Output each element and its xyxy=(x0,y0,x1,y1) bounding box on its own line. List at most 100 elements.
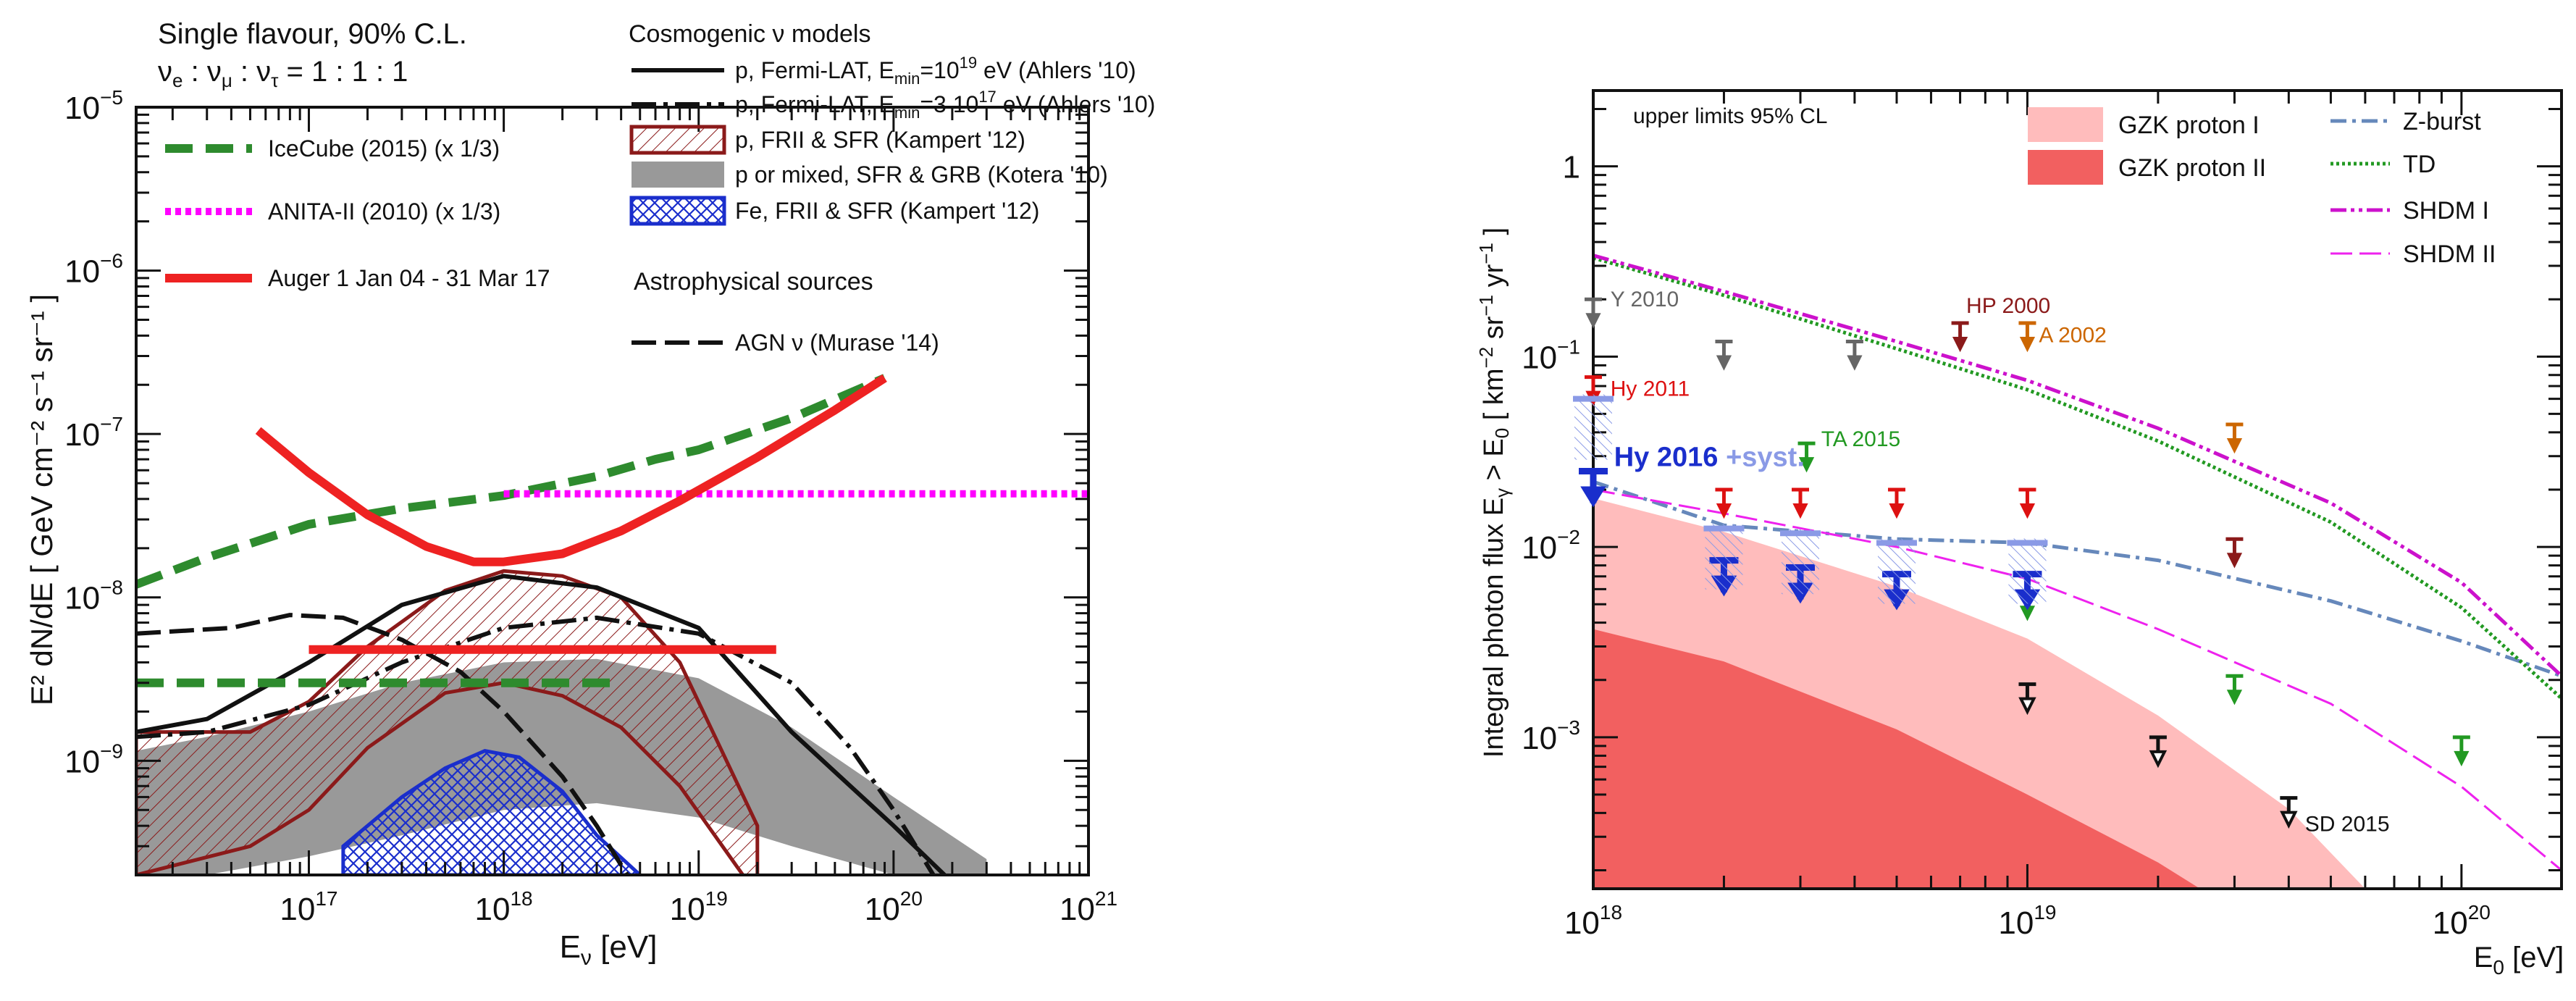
limit-hy-2016-syst--band xyxy=(1877,538,1916,604)
ahlers-3e17-curve xyxy=(136,615,936,875)
left-header-line2: νe : νμ : ντ = 1 : 1 : 1 xyxy=(158,56,408,91)
legend-swatch-gzk-1 xyxy=(2028,107,2103,142)
left-y-tick-exp: −7 xyxy=(100,413,123,435)
shdm-2-curve xyxy=(1593,488,2562,871)
limit-hy-2011-arrow xyxy=(1792,503,1808,519)
limit-a-2002-arrow xyxy=(2226,438,2243,454)
label-ta-2015: TA 2015 xyxy=(1821,427,1901,451)
left-y-tick-exp: −9 xyxy=(100,740,123,762)
legend-label-shdm-2: SHDM II xyxy=(2403,240,2496,268)
legend-label-gzk-2: GZK proton II xyxy=(2118,154,2266,182)
right-y-tick-base: 10 xyxy=(1522,530,1557,566)
legend-label-ahlers-3e17: p, Fermi-LAT, Emin=3 1017 eV (Ahlers '10… xyxy=(735,88,1155,122)
right-x-tick-base: 10 xyxy=(1564,905,1600,941)
limit-hy-2011-arrow xyxy=(1716,503,1732,519)
legend-label-auger: Auger 1 Jan 04 - 31 Mar 17 xyxy=(268,265,550,291)
label-a-2002: A 2002 xyxy=(2039,323,2106,347)
right-y-tick-exp: −1 xyxy=(1557,335,1580,358)
left-x-tick-label: 1019 xyxy=(670,887,728,927)
right-y-tick-label: 10−3 xyxy=(1522,716,1580,756)
limit-y-2010-arrow xyxy=(1716,355,1732,371)
left-chart: 1017 1018 1019 1020 102110−910−810−710−610−5… xyxy=(25,18,1155,970)
limit-sd-2015-arrow xyxy=(2018,697,2036,716)
td-curve xyxy=(1593,256,2562,700)
legend-label-ahlers-1e19: p, Fermi-LAT, Emin=1019 eV (Ahlers '10) xyxy=(735,54,1136,88)
right-experiment-labels: Y 2010 Hy 2011 HP 2000 A 2002 TA 2015 Hy 2016… xyxy=(1611,288,2390,836)
limit-hp-2000-arrow xyxy=(1952,337,1968,353)
label-hy-2011: Hy 2011 xyxy=(1611,377,1690,401)
right-x-tick-label: 1020 xyxy=(2433,901,2491,941)
legend-swatch-kampert-p xyxy=(629,125,726,155)
left-x-tick-label: 1017 xyxy=(280,887,337,927)
label-hy-2016: Hy 2016 xyxy=(1614,443,1719,473)
limit-hy-2011-arrow xyxy=(1889,503,1905,519)
left-y-tick-label: 10−5 xyxy=(64,86,123,126)
legend-swatch-kotera xyxy=(632,162,724,188)
legend-label-gzk-1: GZK proton I xyxy=(2118,112,2260,139)
legend-label-zburst: Z-burst xyxy=(2403,108,2481,135)
right-y-tick-exp: −2 xyxy=(1557,526,1580,548)
left-y-tick-base: 10 xyxy=(64,254,100,290)
left-x-tick-base: 10 xyxy=(865,892,900,927)
left-y-tick-label: 10−9 xyxy=(64,740,123,779)
left-y-tick-exp: −8 xyxy=(100,577,123,599)
limit-hy-2016-arrow xyxy=(1580,486,1606,508)
left-y-tick-exp: −6 xyxy=(100,250,123,272)
legend-label-anita: ANITA-II (2010) (x 1/3) xyxy=(268,198,500,225)
right-y-tick-label: 10−1 xyxy=(1522,335,1580,375)
left-y-axis-label: E² dN/dE [ GeV cm⁻² s⁻¹ sr⁻¹ ] xyxy=(25,294,59,705)
right-note: upper limits 95% CL xyxy=(1633,104,1827,128)
left-y-tick-base: 10 xyxy=(64,581,100,616)
legend-label-td: TD xyxy=(2403,151,2436,178)
right-x-tick-label: 1018 xyxy=(1564,901,1622,941)
left-x-axis-label: Eν [eV] xyxy=(560,929,658,970)
limit-ta-2015-arrow xyxy=(2226,690,2243,705)
kampert-fe-band xyxy=(341,749,642,875)
right-x-tick-base: 10 xyxy=(2433,905,2468,941)
label-hp-2000: HP 2000 xyxy=(1966,294,2050,318)
right-x-tick-base: 10 xyxy=(1998,905,2034,941)
legend-title-cosmogenic: Cosmogenic ν models xyxy=(629,20,870,48)
left-x-tick-exp: 21 xyxy=(1095,887,1117,910)
legend-swatch-gzk-2 xyxy=(2028,150,2103,185)
left-x-tick-label: 1021 xyxy=(1060,887,1117,927)
left-x-tick-exp: 19 xyxy=(705,887,728,910)
legend-label-shdm-1: SHDM I xyxy=(2403,197,2489,225)
zburst-curve xyxy=(1593,479,2562,678)
right-x-tick-exp: 20 xyxy=(2468,901,2491,923)
limit-ta-2015-arrow xyxy=(1798,457,1815,473)
right-x-tick-exp: 18 xyxy=(1600,901,1622,923)
left-x-tick-label: 1018 xyxy=(475,887,533,927)
left-header-line1: Single flavour, 90% C.L. xyxy=(158,18,467,50)
legend-label-kotera: p or mixed, SFR & GRB (Kotera '10) xyxy=(735,162,1108,188)
gzk-proton-2-band xyxy=(1593,629,2200,889)
left-x-tick-exp: 18 xyxy=(510,887,532,910)
right-y-axis-label: Integral photon flux Eγ > E0 [ km−2 sr−1… xyxy=(1475,227,1513,758)
left-x-tick-base: 10 xyxy=(1060,892,1095,927)
left-x-tick-exp: 17 xyxy=(315,887,337,910)
limit-hy-2011-arrow xyxy=(2019,503,2036,519)
left-y-tick-label: 10−7 xyxy=(64,413,123,453)
left-y-tick-label: 10−6 xyxy=(64,250,123,290)
right-y-tick-label: 10−2 xyxy=(1522,526,1580,566)
limit-hy-2016-syst--band xyxy=(1782,529,1820,595)
legend-label-murase: AGN ν (Murase '14) xyxy=(735,330,939,356)
left-plot-frame xyxy=(135,106,1090,876)
legend-title-astrophysical: Astrophysical sources xyxy=(634,268,873,296)
limit-a-2002-arrow xyxy=(2019,337,2036,353)
shdm-1-curve xyxy=(1593,254,2562,678)
right-plot-area xyxy=(1593,254,2562,889)
right-y-tick-base: 10 xyxy=(1522,340,1557,375)
label-sd-2015: SD 2015 xyxy=(2305,813,2390,837)
limit-hp-2000-arrow xyxy=(2226,553,2243,569)
icecube-differential-curve xyxy=(136,374,886,589)
right-x-tick-label: 1019 xyxy=(1998,901,2056,941)
left-y-tick-exp: −5 xyxy=(100,86,123,109)
legend-label-kampert-fe: Fe, FRII & SFR (Kampert '12) xyxy=(735,198,1039,224)
right-y-tick-exp: −3 xyxy=(1557,716,1580,739)
left-x-tick-base: 10 xyxy=(670,892,705,927)
